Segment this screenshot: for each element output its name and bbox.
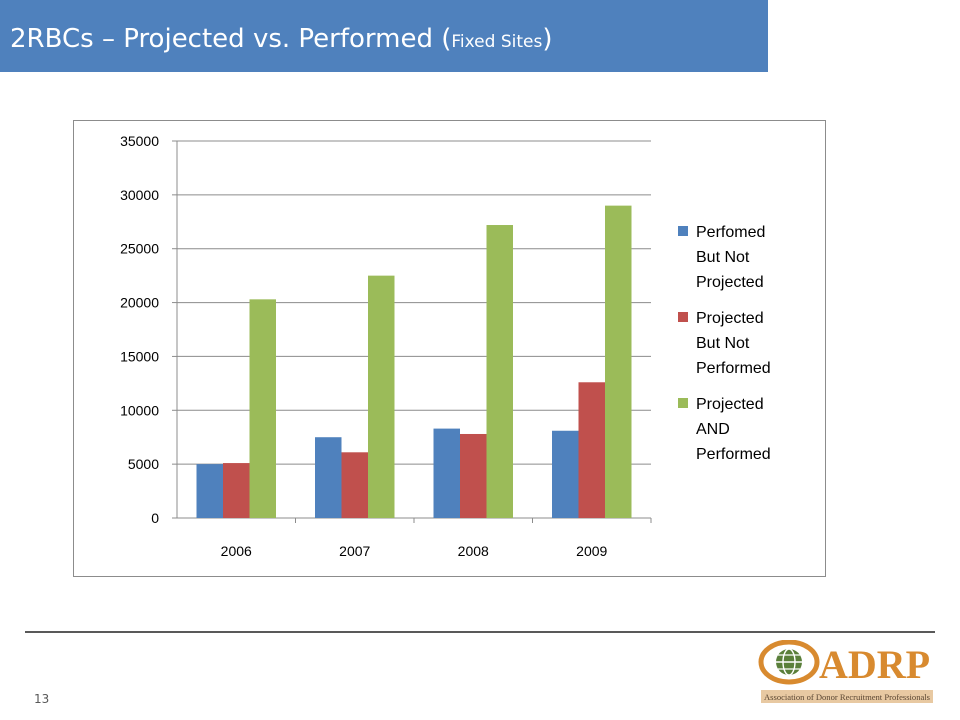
page-number: 13 bbox=[34, 692, 50, 706]
x-tick-label: 2007 bbox=[339, 543, 370, 559]
x-tick-label: 2008 bbox=[458, 543, 489, 559]
legend-label: AND bbox=[696, 421, 730, 438]
globe-icon bbox=[758, 640, 820, 685]
y-tick-label: 15000 bbox=[120, 348, 159, 364]
bar-2008-series-3 bbox=[486, 225, 513, 518]
logo-tagline-strip bbox=[761, 690, 933, 703]
adrp-logo: ADRP Association of Donor Recruitment Pr… bbox=[758, 640, 933, 703]
bar-2006-series-2 bbox=[223, 463, 250, 518]
slide-title-subtitle: Fixed Sites bbox=[451, 32, 543, 52]
legend-swatch bbox=[678, 312, 688, 322]
bar-2006-series-1 bbox=[196, 464, 223, 518]
bar-2009-series-3 bbox=[605, 205, 632, 518]
bar-2007-series-1 bbox=[315, 437, 342, 518]
chart-frame: 0 5000 10000 15000 20000 25000 30000 35000 2006 2… bbox=[73, 120, 826, 577]
title-bar: 2RBCs – Projected vs. Performed (Fixed S… bbox=[0, 0, 768, 72]
logo-tagline: Association of Donor Recruitment Profess… bbox=[764, 693, 930, 702]
slide-title: 2RBCs – Projected vs. Performed (Fixed S… bbox=[10, 22, 552, 59]
bar-2007-series-3 bbox=[368, 275, 395, 518]
y-tick-label: 20000 bbox=[120, 295, 159, 311]
legend-swatch bbox=[678, 226, 688, 236]
y-tick-label: 10000 bbox=[120, 402, 159, 418]
footer-divider bbox=[25, 631, 935, 633]
legend-label: Performed bbox=[696, 446, 771, 463]
slide-title-main: 2RBCs – Projected vs. Performed ( bbox=[10, 24, 452, 54]
bar-2008-series-1 bbox=[433, 428, 460, 518]
legend-label: Projected bbox=[696, 396, 764, 413]
legend-label: But Not bbox=[696, 249, 750, 266]
x-tick-label: 2006 bbox=[221, 543, 252, 559]
y-tick-label: 35000 bbox=[120, 133, 159, 149]
legend-label: Performed bbox=[696, 360, 771, 377]
logo-wordmark: ADRP bbox=[819, 642, 930, 687]
slide-title-close: ) bbox=[542, 24, 553, 54]
y-tick-label: 0 bbox=[151, 510, 159, 526]
legend-label: But Not bbox=[696, 335, 750, 352]
bar-2008-series-2 bbox=[460, 433, 487, 518]
bar-2007-series-2 bbox=[341, 452, 368, 518]
legend-label: Perfomed bbox=[696, 224, 765, 241]
legend-swatch bbox=[678, 398, 688, 408]
legend-label: Projected bbox=[696, 274, 764, 291]
legend-label: Projected bbox=[696, 310, 764, 327]
x-tick-label: 2009 bbox=[576, 543, 607, 559]
y-tick-label: 25000 bbox=[120, 241, 159, 257]
bar-2006-series-3 bbox=[249, 299, 276, 518]
bar-2009-series-1 bbox=[552, 430, 579, 518]
bar-2009-series-2 bbox=[578, 382, 605, 518]
y-tick-label: 5000 bbox=[128, 456, 159, 472]
y-tick-label: 30000 bbox=[120, 187, 159, 203]
bar-chart: 0 5000 10000 15000 20000 25000 30000 35000 2006 2… bbox=[120, 133, 771, 559]
